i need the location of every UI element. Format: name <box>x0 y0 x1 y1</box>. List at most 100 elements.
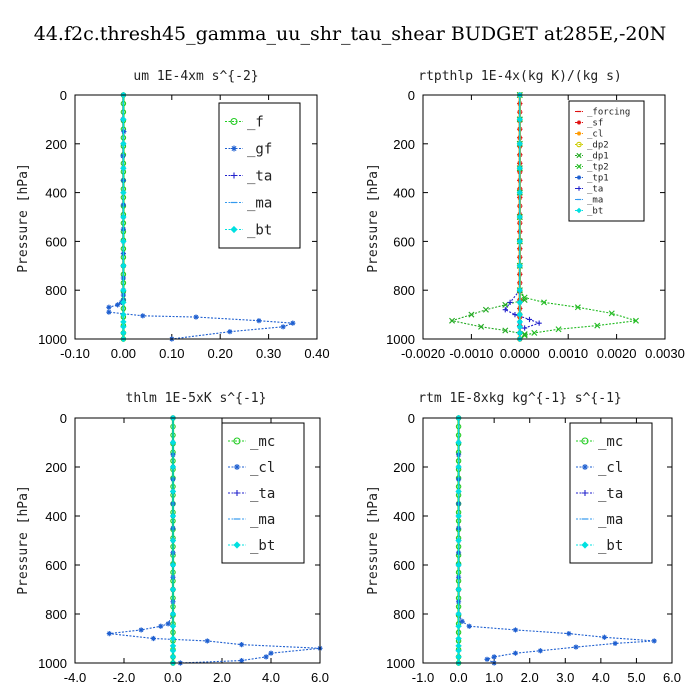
panel-rtm-legend-label: _mc <box>598 434 623 450</box>
panel-thlm-series-bt-point <box>169 635 177 642</box>
panel-thlm-xtick-label: 2.0 <box>213 670 231 685</box>
panel-rtm-title: rtm 1E-8xkg kg^{-1} s^{-1} <box>418 391 622 406</box>
panel-rtpthlp-title: rtpthlp 1E-4x(kg K)/(kg s) <box>418 69 622 84</box>
panel-um-series-gf-point <box>227 329 233 335</box>
panel-rtm-series-cl-point <box>459 618 465 624</box>
panel-um-series-bt-point <box>120 323 127 330</box>
panel-rtm-legend-label: _ta <box>598 486 623 502</box>
panel-rtpthlp-series-bt-point <box>516 287 523 294</box>
panel-um-series-gf-point <box>106 309 112 315</box>
panel-rtpthlp-ylabel: Pressure [hPa] <box>366 163 381 273</box>
panel-um-series-bt-point <box>120 311 127 318</box>
panel-rtpthlp-series-bt-point <box>516 189 523 196</box>
panel-um-legend-swatch-marker <box>231 145 237 152</box>
panel-rtpthlp-legend: _forcing_sf_cl_dp2_dp1_tp2_tp1_ta_ma_bt <box>568 100 645 222</box>
panel-rtpthlp-series-bt-point <box>516 140 523 147</box>
panel-rtpthlp-series-tp2-point <box>632 317 639 324</box>
panel-um-series-bt-point <box>120 287 127 294</box>
panel-um-xtick-label: 0.30 <box>256 346 281 361</box>
panel-thlm-legend-swatch-marker <box>234 464 240 470</box>
panel-rtpthlp-series-ta-point <box>502 307 508 313</box>
panel-thlm-series-cl-point <box>268 650 274 656</box>
panel-rtm-ytick-label: 800 <box>393 607 415 622</box>
panel-thlm-series-cl-point <box>150 635 156 642</box>
panel-thlm-series-bt-point <box>169 512 177 520</box>
panel-rtm-ytick-label: 1000 <box>386 656 415 671</box>
panel-thlm-series-cl-point <box>165 621 171 627</box>
panel-rtpthlp-xtick-label: -0.0010 <box>449 346 493 361</box>
panel-rtpthlp-series-dp1-point <box>482 306 489 313</box>
panel-rtm-xtick-label: 3.0 <box>556 670 574 685</box>
panel-rtm-xtick-label: 2.0 <box>521 670 539 685</box>
panel-thlm-title: thlm 1E-5xK s^{-1} <box>126 391 267 406</box>
panel-rtpthlp-ytick-label: 800 <box>393 283 415 298</box>
panel-rtpthlp-series-tp2-point <box>541 299 547 306</box>
panel-rtpthlp-series-dp1-point <box>502 327 509 334</box>
panel-rtpthlp-series-tp2-line <box>519 95 637 336</box>
panel-rtm-series-bt-point <box>455 561 462 569</box>
panel-rtpthlp-series-ta-line <box>504 95 541 329</box>
panel-rtm-xtick-label: 6.0 <box>663 670 681 685</box>
panel-rtpthlp-xtick-label: 0.0000 <box>500 346 540 361</box>
panel-rtpthlp-ytick-label: 1000 <box>386 332 415 347</box>
panel-um-ytick-label: 400 <box>45 186 67 201</box>
panel-thlm-legend-swatch-marker <box>234 490 240 496</box>
panel-thlm-series-bt-point <box>169 623 177 630</box>
panel-thlm-xtick-label: 6.0 <box>311 670 329 685</box>
panel-um-series-bt-point <box>120 238 127 245</box>
panel-thlm-ylabel: Pressure [hPa] <box>16 485 31 595</box>
panel-thlm-ytick-label: 1000 <box>38 656 67 671</box>
panel-um-xtick-label: 0.00 <box>111 346 136 361</box>
panel-rtm-legend-swatch-marker <box>582 464 588 470</box>
panel-um-series-gf-point <box>290 320 296 326</box>
panel-rtm-series-bt-point <box>455 653 462 661</box>
panel-rtpthlp-xtick-label: 0.0030 <box>645 346 685 361</box>
panel-um-series-bt-point <box>120 213 127 221</box>
panel-rtpthlp-legend-label: _dp2 <box>587 141 609 151</box>
panel-um: um 1E-4xm s^{-2} Pressure [hPa] -0.10 0.0… <box>16 69 330 361</box>
panel-um-legend: _f _gf _ta _ma _bt <box>218 102 301 249</box>
panel-rtm-xtick-label: 4.0 <box>592 670 610 685</box>
panel-thlm-series-cl-point <box>106 631 112 637</box>
panel-rtm-series-bt-point <box>455 439 462 446</box>
panel-rtm-series-cl-point <box>566 631 572 637</box>
panel-rtpthlp-series-bt-point <box>516 299 523 306</box>
panel-um-plot <box>106 91 296 343</box>
panel-um-legend-label: _ma <box>247 195 272 211</box>
panel-rtpthlp-ticks: -0.0020 -0.0010 0.0000 0.0010 0.0020 0.0030 0 2… <box>386 88 685 361</box>
panel-rtm-series-bt-point <box>455 488 462 495</box>
panel-rtm-plot <box>455 414 657 667</box>
panel-rtpthlp-legend-label: _cl <box>587 130 603 140</box>
panel-rtpthlp-series-ta-point <box>536 320 542 326</box>
panel-rtm-series-cl-point <box>612 640 618 646</box>
panel-rtpthlp-series-dp1-point <box>502 301 509 308</box>
panel-rtpthlp-legend-swatch-marker <box>576 163 582 170</box>
panel-rtm-xtick-label: 1.0 <box>485 670 503 685</box>
panel-rtm-legend-swatch-marker <box>582 490 588 496</box>
panel-thlm-series-cl-point <box>204 638 210 644</box>
panel-thlm-ytick-label: 800 <box>45 607 67 622</box>
panel-rtpthlp-ytick-label: 600 <box>393 234 415 249</box>
panel-rtpthlp-series-dp1-point <box>478 323 485 330</box>
panel-rtpthlp-legend-swatch-marker <box>576 152 582 159</box>
panel-rtm-legend-label: _cl <box>598 460 623 476</box>
panel-rtpthlp: rtpthlp 1E-4x(kg K)/(kg s) Pressure [hPa… <box>366 69 685 361</box>
panel-rtpthlp-legend-box <box>568 100 645 222</box>
panel-rtpthlp-xtick-label: 0.0010 <box>548 346 588 361</box>
panel-thlm-legend: _mc _cl _ta _ma _bt <box>221 422 305 564</box>
panel-um-xtick-label: 0.10 <box>159 346 184 361</box>
panel-rtm-series-bt-point <box>455 610 462 618</box>
panel-um-ytick-label: 1000 <box>38 332 67 347</box>
panel-um-series-gf-point <box>256 318 262 324</box>
panel-um-series-gf-point <box>280 324 286 330</box>
panel-rtpthlp-legend-label: _bt <box>587 207 603 217</box>
panel-rtm-ytick-label: 0 <box>408 411 415 426</box>
panel-thlm-legend-swatch-marker <box>233 541 241 549</box>
panel-rtm-ylabel: Pressure [hPa] <box>366 485 381 595</box>
panel-thlm-series-bt-point <box>169 488 177 495</box>
panel-thlm-series-bt-point <box>169 561 177 569</box>
panel-thlm-plot <box>106 414 323 667</box>
panel-rtm-series-bt-point <box>455 623 462 630</box>
panel-rtm: rtm 1E-8xkg kg^{-1} s^{-1} Pressure [hPa… <box>366 391 681 685</box>
panel-rtpthlp-series-bt-point <box>516 311 523 318</box>
